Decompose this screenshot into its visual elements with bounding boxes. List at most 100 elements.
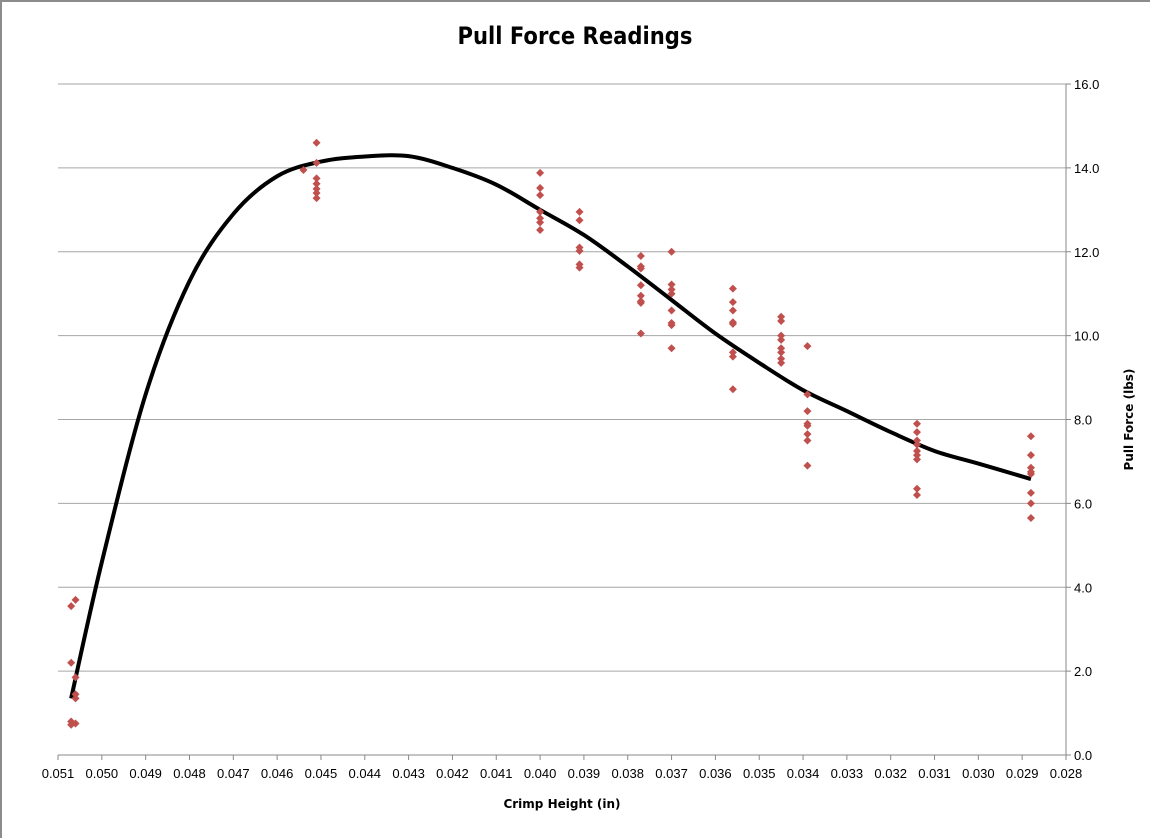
data-point: [912, 455, 921, 464]
data-point: [636, 298, 645, 307]
data-point: [1026, 488, 1035, 497]
x-tick-label: 0.051: [42, 766, 75, 781]
data-point: [1026, 463, 1035, 472]
data-point: [575, 207, 584, 216]
data-point: [667, 289, 676, 298]
data-point: [667, 280, 676, 289]
x-tick-label: 0.048: [173, 766, 206, 781]
data-point: [912, 436, 921, 445]
data-point: [912, 428, 921, 437]
data-point: [312, 189, 321, 198]
gridlines: [58, 83, 1066, 672]
data-point: [1026, 470, 1035, 479]
x-tick-label: 0.040: [524, 766, 557, 781]
data-point: [777, 344, 786, 353]
data-point: [71, 595, 80, 604]
x-tick-label: 0.047: [217, 766, 250, 781]
data-point: [777, 358, 786, 367]
x-axis-ticks: 0.051 0.050 0.049 0.048 0.047 0.046 0.045 0.044…: [42, 755, 1083, 781]
data-point: [728, 319, 737, 328]
data-point: [728, 352, 737, 361]
y-tick-label: 0.0: [1074, 748, 1092, 763]
x-tick-label: 0.035: [743, 766, 776, 781]
data-point: [536, 207, 545, 216]
data-point: [912, 484, 921, 493]
x-tick-label: 0.041: [480, 766, 513, 781]
data-point: [575, 246, 584, 255]
data-point: [636, 264, 645, 273]
data-point: [912, 440, 921, 449]
data-point: [312, 179, 321, 188]
data-point: [803, 436, 812, 445]
data-point: [728, 385, 737, 394]
x-tick-label: 0.037: [655, 766, 688, 781]
x-tick-label: 0.042: [436, 766, 469, 781]
y-tick-label: 14.0: [1074, 161, 1099, 176]
data-point: [536, 184, 545, 193]
x-tick-label: 0.039: [568, 766, 601, 781]
y-tick-label: 8.0: [1074, 413, 1092, 428]
data-point: [777, 348, 786, 357]
data-point: [803, 390, 812, 399]
data-point: [536, 214, 545, 223]
data-point: [777, 335, 786, 344]
data-point: [299, 165, 308, 174]
data-point: [67, 658, 76, 667]
data-point: [667, 247, 676, 256]
y-tick-label: 4.0: [1074, 580, 1092, 595]
data-point: [667, 344, 676, 353]
data-point: [71, 694, 80, 703]
y-tick-label: 6.0: [1074, 496, 1092, 511]
data-point: [667, 321, 676, 330]
data-point: [536, 225, 545, 234]
data-point: [803, 430, 812, 439]
chart-title: Pull Force Readings: [457, 22, 693, 50]
data-point: [728, 284, 737, 293]
x-tick-label: 0.034: [787, 766, 820, 781]
data-point: [312, 138, 321, 147]
data-point: [912, 490, 921, 499]
data-point: [803, 421, 812, 430]
x-tick-label: 0.038: [611, 766, 644, 781]
data-point: [728, 348, 737, 357]
y-axis-ticks: 0.0 2.0 4.0 6.0 8.0 10.0 12.0 14.0 16.0: [1066, 77, 1099, 763]
data-point: [912, 451, 921, 460]
data-point: [1026, 432, 1035, 441]
data-point: [777, 312, 786, 321]
x-tick-label: 0.036: [699, 766, 732, 781]
x-tick-label: 0.044: [349, 766, 382, 781]
y-axis-title: Pull Force (lbs): [1122, 369, 1136, 471]
data-point: [71, 690, 80, 699]
data-point: [636, 281, 645, 290]
x-tick-label: 0.049: [129, 766, 162, 781]
data-point: [312, 184, 321, 193]
data-point: [575, 216, 584, 225]
data-point: [912, 419, 921, 428]
data-point: [777, 354, 786, 363]
y-tick-label: 2.0: [1074, 664, 1092, 679]
data-point: [777, 316, 786, 325]
data-point: [71, 673, 80, 682]
data-point: [636, 291, 645, 300]
x-tick-label: 0.045: [305, 766, 338, 781]
trendline: [69, 153, 1032, 699]
data-point: [536, 168, 545, 177]
x-tick-label: 0.031: [918, 766, 951, 781]
x-tick-label: 0.028: [1050, 766, 1083, 781]
data-point: [667, 285, 676, 294]
data-point: [803, 461, 812, 470]
x-tick-label: 0.030: [962, 766, 995, 781]
data-point: [67, 602, 76, 611]
x-tick-label: 0.032: [874, 766, 907, 781]
scatter-series: [67, 138, 1035, 729]
data-point: [536, 218, 545, 227]
trendline-series: [69, 153, 1032, 699]
x-tick-label: 0.029: [1006, 766, 1039, 781]
data-point: [312, 158, 321, 167]
data-point: [777, 331, 786, 340]
data-point: [728, 298, 737, 307]
data-point: [636, 329, 645, 338]
data-point: [728, 306, 737, 315]
